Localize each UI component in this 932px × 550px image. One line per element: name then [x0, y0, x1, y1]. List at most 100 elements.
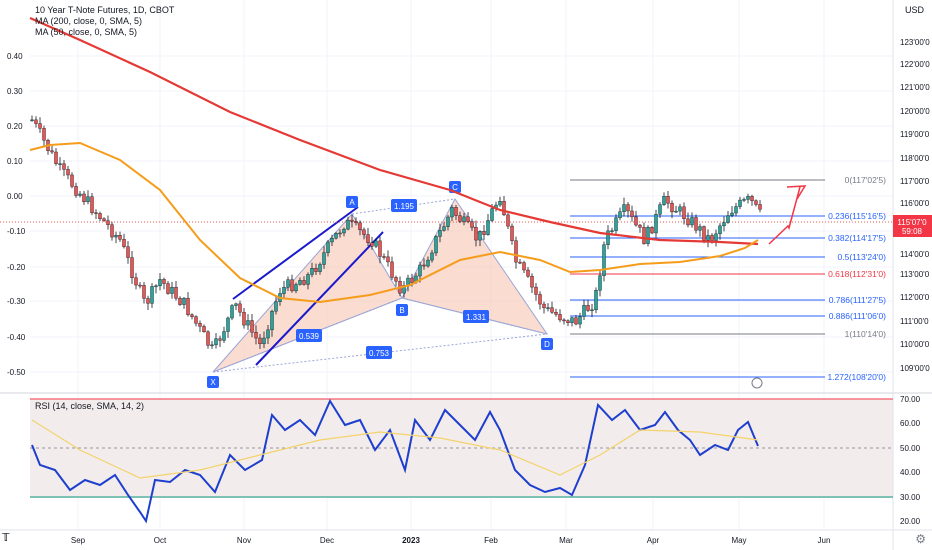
candle-body — [298, 280, 302, 285]
candle-body — [130, 257, 134, 278]
right-axis-tick: 114'00'0 — [900, 250, 930, 259]
candle-body — [434, 236, 438, 254]
right-axis-tick: 119'00'0 — [900, 130, 930, 139]
candle-body — [594, 290, 598, 311]
candle-body — [78, 193, 82, 196]
candle-body — [126, 246, 130, 258]
candle-body — [270, 310, 274, 331]
rsi-axis-tick: 20.00 — [900, 517, 921, 526]
right-axis-tick: 123'00'0 — [900, 38, 930, 47]
candle-body — [538, 294, 542, 305]
pattern-point-badge — [541, 338, 553, 350]
candle-body — [38, 123, 42, 129]
rsi-legend[interactable]: RSI (14, close, SMA, 14, 2) — [35, 401, 145, 411]
candle-body — [626, 204, 630, 212]
left-axis-tick: -0.50 — [7, 368, 26, 377]
ma50-legend[interactable]: MA (50, close, 0, SMA, 5) — [35, 27, 138, 37]
left-axis-tick: 0.30 — [7, 87, 23, 96]
candle-body — [302, 280, 306, 285]
candle-body — [522, 262, 526, 271]
pattern-point-badge — [207, 376, 219, 388]
candle-body — [634, 216, 638, 226]
candle-body — [66, 169, 70, 176]
ma50-line — [29, 141, 759, 304]
candle-body — [554, 312, 558, 315]
pattern-bd — [401, 297, 548, 335]
candle-body — [622, 204, 626, 212]
candle-body — [490, 208, 494, 221]
ma200-legend[interactable]: MA (200, close, 0, SMA, 5) — [35, 16, 143, 26]
candle-body — [234, 303, 238, 306]
candle-body — [346, 219, 350, 230]
pattern-ratio-label: 0.539 — [299, 332, 320, 341]
candle-body — [370, 242, 374, 247]
candle-body — [606, 230, 610, 245]
right-axis-tick: 110'00'0 — [900, 340, 930, 349]
candle-body — [34, 119, 38, 124]
pattern-ratio-label: 1.195 — [394, 202, 415, 211]
rsi-ma-line — [31, 419, 759, 479]
candle-body — [558, 314, 562, 321]
x-axis-label: Oct — [154, 536, 167, 545]
x-axis-label: May — [731, 536, 746, 545]
candle-body — [570, 317, 574, 323]
candle-body — [466, 216, 470, 222]
candle-body — [226, 317, 230, 332]
candle-body — [482, 231, 486, 235]
candle-body — [510, 225, 514, 241]
rsi-line — [31, 398, 759, 524]
candle-body — [358, 222, 362, 231]
candle-body — [646, 227, 650, 244]
candle-body — [734, 206, 738, 214]
candle-body — [242, 311, 246, 326]
candle-body — [350, 219, 354, 222]
candle-body — [430, 252, 434, 261]
symbol-title[interactable]: 10 Year T-Note Futures, 1D, CBOT — [35, 5, 175, 15]
candle-body — [530, 276, 534, 288]
candle-body — [42, 128, 46, 141]
candle-body — [178, 298, 182, 305]
candle-body — [198, 323, 202, 327]
candle-body — [342, 228, 346, 234]
candle-body — [366, 234, 370, 243]
candle-body — [442, 226, 446, 231]
fib-label: 1(110'14'0) — [845, 329, 887, 339]
fib-label: 0.786(111'27'5) — [829, 295, 886, 305]
candle-body — [710, 235, 714, 241]
rsi-axis-tick: 70.00 — [900, 395, 921, 404]
x-axis-label: Jun — [818, 536, 831, 545]
pattern-point-label: D — [544, 340, 550, 349]
candle-body — [386, 256, 390, 263]
candle-body — [690, 217, 694, 226]
candle-body — [526, 269, 530, 277]
right-axis-tick: 121'00'0 — [900, 83, 930, 92]
candle-body — [502, 201, 506, 216]
candle-body — [334, 233, 338, 239]
candle-body — [578, 316, 582, 325]
tradingview-logo-icon[interactable]: 𝕋 — [2, 532, 10, 544]
fib-label: 0.382(114'17'5) — [828, 233, 886, 243]
gear-icon[interactable]: ⚙ — [915, 532, 926, 546]
candle-body — [294, 284, 298, 292]
rsi-axis-tick: 30.00 — [900, 493, 921, 502]
candle-body — [758, 204, 762, 210]
fib-label: 0.5(113'24'0) — [838, 252, 887, 262]
candle-body — [90, 196, 94, 213]
candle-body — [354, 221, 358, 223]
candle-body — [266, 329, 270, 339]
candle-body — [186, 297, 190, 315]
right-axis-tick: 112'00'0 — [900, 293, 930, 302]
candle-body — [722, 222, 726, 227]
pattern-ratio-badge — [391, 199, 417, 212]
fib-retracement: 0(117'02'5) 0.236(115'16'5) 0.382(114'17'5… — [0, 175, 932, 389]
pattern-ratio-badge — [366, 346, 392, 359]
left-axis-tick: -0.10 — [7, 227, 26, 236]
candle-body — [486, 220, 490, 235]
candle-body — [518, 261, 522, 264]
right-axis-tick: 111'00'0 — [900, 317, 929, 326]
candle-body — [210, 344, 214, 347]
right-axis-tick: 122'00'0 — [900, 60, 930, 69]
candle-body — [330, 237, 334, 243]
candle-body — [462, 216, 466, 222]
